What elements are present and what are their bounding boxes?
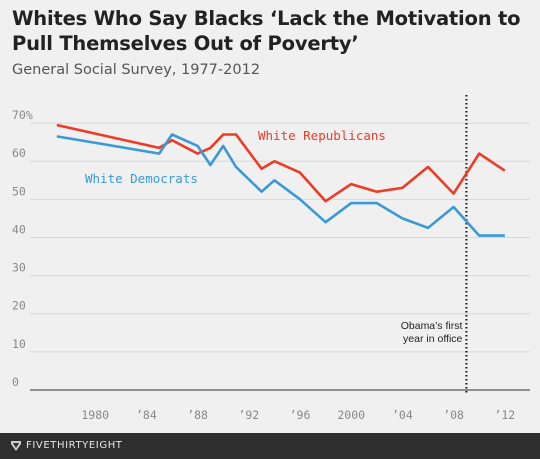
chart-title: Whites Who Say Blacks ‘Lack the Motivati… [12, 7, 521, 55]
x-axis-ticks: 1980 ’84 ’88 ’92 ’96 2000 ’04 ’08 ’12 [81, 408, 515, 422]
x-tick-label: ’96 [290, 408, 311, 422]
series-lines [56, 123, 506, 237]
footer-brand: FIVETHIRTYEIGHT [26, 440, 123, 451]
y-tick-label: 50 [12, 184, 26, 198]
series-line-democrats [56, 133, 505, 237]
x-tick-label: 2000 [337, 408, 365, 422]
y-tick-label: 60 [12, 146, 26, 160]
y-tick-label: 20 [12, 299, 26, 313]
y-tick-label: 40 [12, 222, 26, 236]
annotation-text: year in office [403, 333, 462, 345]
x-tick-label: ’08 [443, 408, 464, 422]
footer-bar: FIVETHIRTYEIGHT [0, 433, 540, 459]
x-tick-label: ’04 [392, 408, 413, 422]
fivethirtyeight-logo-icon [11, 441, 21, 451]
y-tick-label: 10 [12, 337, 26, 351]
annotation-text: Obama’s first [401, 320, 463, 332]
grid-lines [30, 122, 530, 391]
x-tick-label: ’88 [187, 408, 208, 422]
series-label-republicans: White Republicans [258, 128, 386, 143]
series-line-republicans [56, 123, 506, 203]
line-chart: 0 10 20 30 40 50 60 70% 1980 ’84 ’88 ’92 ’96 2000 ’04… [12, 95, 530, 422]
series-labels: White Republicans White Democrats [85, 128, 386, 186]
x-tick-label: ’84 [136, 408, 157, 422]
series-label-democrats: White Democrats [85, 171, 198, 186]
x-tick-label: 1980 [81, 408, 109, 422]
x-tick-label: ’12 [494, 408, 515, 422]
y-tick-label: 70% [12, 108, 33, 122]
y-axis-ticks: 0 10 20 30 40 50 60 70% [12, 108, 33, 389]
y-tick-label: 0 [12, 375, 19, 389]
chart-subtitle: General Social Survey, 1977-2012 [12, 62, 261, 78]
y-tick-label: 30 [12, 261, 26, 275]
x-tick-label: ’92 [238, 408, 259, 422]
